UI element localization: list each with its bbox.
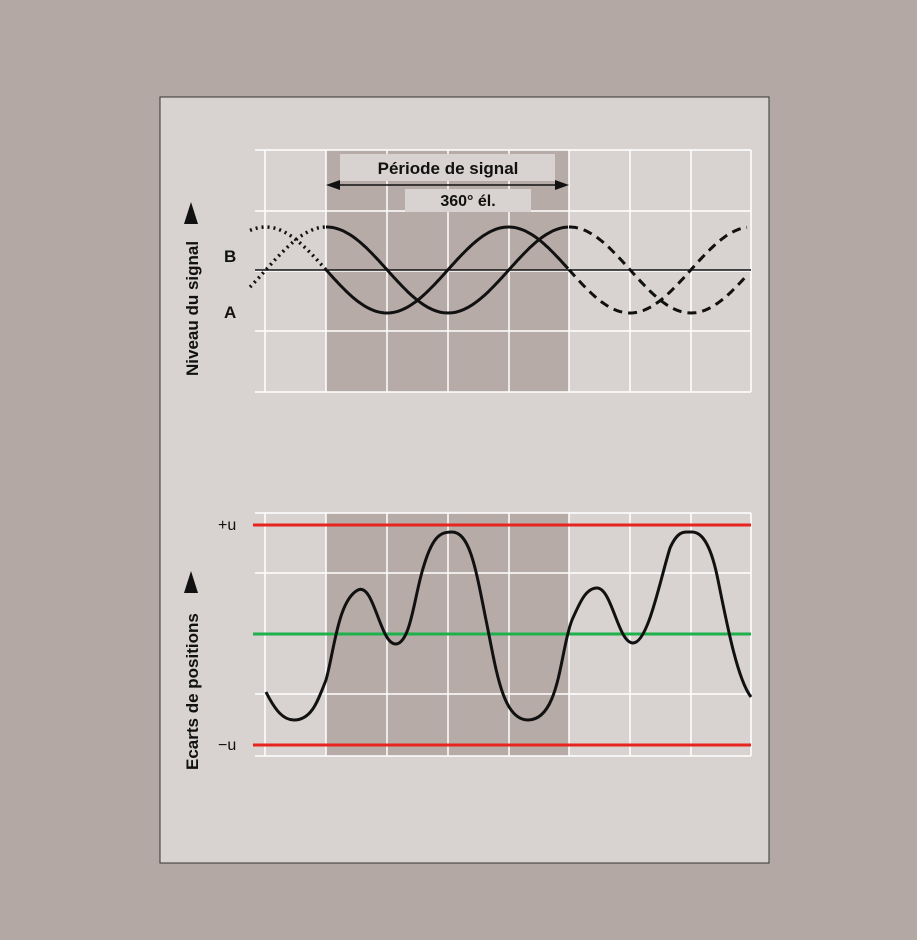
- double-arrow-icon: [326, 180, 340, 190]
- degrees-label: 360° él.: [440, 193, 495, 210]
- arrow-up-icon: [184, 202, 198, 224]
- lower-limit-label: −u: [218, 737, 236, 754]
- signal-b-curve: [324, 225, 570, 315]
- signal-a-label: A: [224, 303, 236, 322]
- signal-b-curve-after: [567, 225, 748, 315]
- signal-a-curve: [326, 225, 569, 315]
- upper-limit-label: +u: [218, 517, 236, 534]
- period-label-box: [340, 154, 555, 181]
- double-arrow-icon: [555, 180, 569, 190]
- period-label: Période de signal: [378, 159, 519, 178]
- degrees-label-box: [405, 189, 531, 212]
- signal-level-axis-label: Niveau du signal: [183, 241, 202, 376]
- arrow-up-icon: [184, 571, 198, 593]
- position-deviation-axis-label: Ecarts de positions: [183, 613, 202, 770]
- signal-b-label: B: [224, 247, 236, 266]
- position-deviation-curve: [264, 530, 753, 722]
- signal-level-diagram: Période de signal 360° él. B A Niveau du…: [183, 149, 752, 393]
- signal-a-curve-after: [569, 225, 749, 315]
- signal-a-curve-before: [248, 225, 327, 289]
- period-arrow: [326, 180, 569, 190]
- position-deviation-diagram: +u −u Ecarts de positions: [183, 512, 753, 770]
- signal-b-curve-before: [249, 225, 328, 271]
